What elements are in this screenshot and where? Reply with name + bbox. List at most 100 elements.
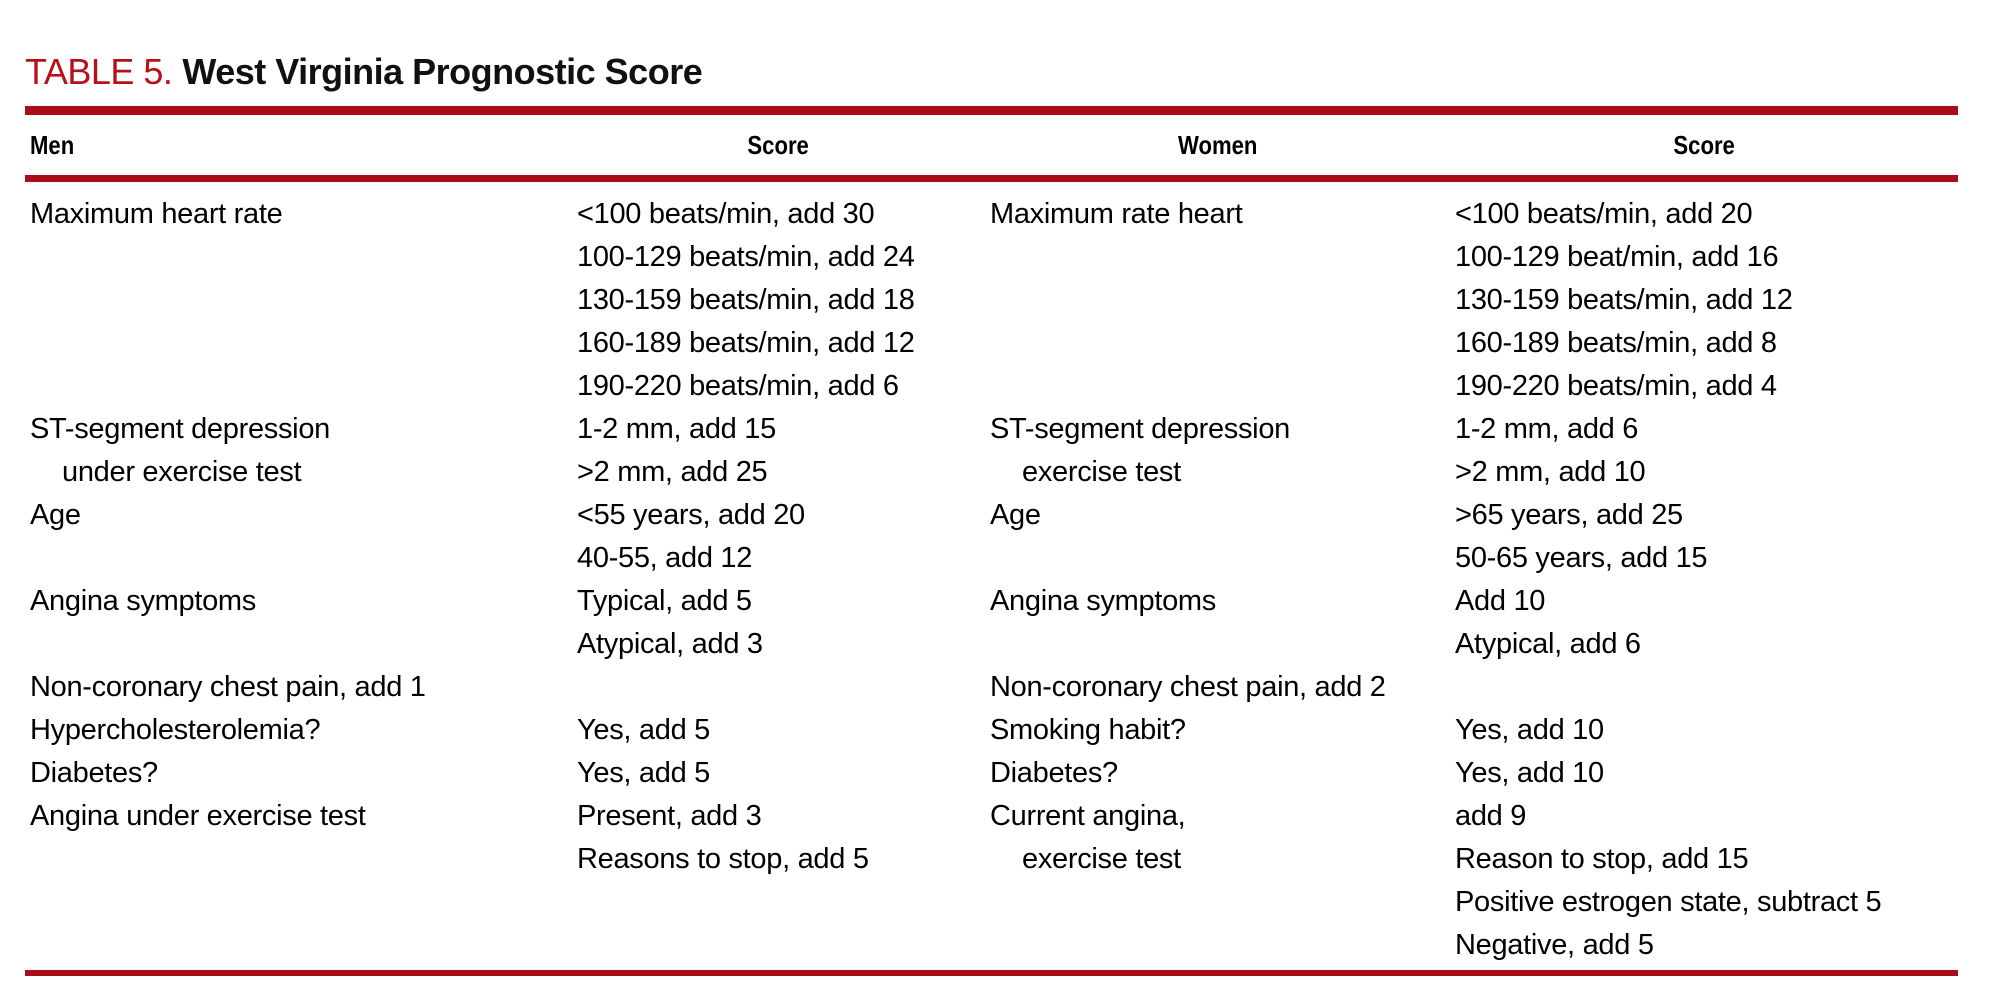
cell-men-score: Reasons to stop, add 5: [577, 843, 869, 875]
header-divider-rule: [25, 175, 1958, 182]
cell-men-score: Typical, add 5: [577, 585, 752, 617]
table-row: 160-189 beats/min, add 12 160-189 beats/…: [25, 322, 1958, 365]
cell-women-score: 100-129 beat/min, add 16: [1455, 241, 1779, 273]
cell-men-score: Yes, add 5: [577, 757, 710, 789]
cell-men-score: [572, 666, 985, 709]
cell-women-score: 160-189 beats/min, add 8: [1455, 327, 1777, 359]
cell-women-label: [985, 623, 1450, 666]
cell-women-score: 1-2 mm, add 6: [1455, 413, 1639, 445]
cell-men-label: Age: [30, 499, 81, 531]
cell-women-label: [985, 365, 1450, 408]
cell-women-score: 130-159 beats/min, add 12: [1455, 284, 1793, 316]
table-row: 130-159 beats/min, add 18 130-159 beats/…: [25, 279, 1958, 322]
cell-men-score: 190-220 beats/min, add 6: [577, 370, 899, 402]
cell-men-label: [25, 881, 572, 924]
table-row: Atypical, add 3 Atypical, add 6: [25, 623, 1958, 666]
cell-women-label: [985, 279, 1450, 322]
table-row: Age <55 years, add 20 Age >65 years, add…: [25, 494, 1958, 537]
cell-women-label: Diabetes?: [990, 757, 1118, 789]
table-row: under exercise test >2 mm, add 25 exerci…: [25, 451, 1958, 494]
cell-women-score: Atypical, add 6: [1455, 628, 1641, 660]
table-row: Positive estrogen state, subtract 5: [25, 881, 1958, 924]
cell-women-score: <100 beats/min, add 20: [1455, 198, 1753, 230]
table-number-label: TABLE 5.: [25, 51, 173, 92]
column-header-men: Men: [30, 129, 75, 160]
table-row: ST-segment depression 1-2 mm, add 15 ST-…: [25, 408, 1958, 451]
table-row: Non-coronary chest pain, add 1 Non-coron…: [25, 666, 1958, 709]
cell-women-score: >65 years, add 25: [1455, 499, 1683, 531]
table-row: Negative, add 5: [25, 924, 1958, 967]
cell-men-score: 1-2 mm, add 15: [577, 413, 776, 445]
cell-men-label: ST-segment depression: [30, 413, 330, 445]
cell-men-score: 130-159 beats/min, add 18: [577, 284, 915, 316]
column-header-women: Women: [1177, 129, 1258, 160]
column-header-women-score: Score: [1673, 129, 1735, 160]
table-row: Reasons to stop, add 5 exercise test Rea…: [25, 838, 1958, 881]
cell-men-label: [25, 322, 572, 365]
table-container: TABLE 5. West Virginia Prognostic Score M…: [25, 0, 1958, 976]
cell-women-label: Maximum rate heart: [990, 198, 1243, 230]
cell-women-label: [985, 881, 1450, 924]
cell-men-label: [25, 623, 572, 666]
table-body: Maximum heart rate <100 beats/min, add 3…: [25, 182, 1958, 967]
cell-men-score: 40-55, add 12: [577, 542, 753, 574]
cell-women-label: Current angina,: [990, 800, 1186, 832]
cell-men-score: <55 years, add 20: [577, 499, 805, 531]
cell-men-score: Present, add 3: [577, 800, 762, 832]
table-title-text: West Virginia Prognostic Score: [182, 51, 703, 92]
cell-women-label: Non-coronary chest pain, add 2: [990, 671, 1386, 703]
cell-women-score: Yes, add 10: [1455, 714, 1604, 746]
cell-men-score: Atypical, add 3: [577, 628, 763, 660]
cell-women-label: exercise test: [1022, 456, 1181, 488]
cell-women-score: Negative, add 5: [1455, 929, 1654, 961]
cell-men-label: [25, 365, 572, 408]
column-header-row: Men Score Women Score: [25, 115, 1958, 175]
cell-women-score: 50-65 years, add 15: [1455, 542, 1708, 574]
cell-women-score: Positive estrogen state, subtract 5: [1455, 886, 1882, 918]
cell-women-label: Angina symptoms: [990, 585, 1216, 617]
cell-women-score: Yes, add 10: [1455, 757, 1604, 789]
cell-men-label: Angina under exercise test: [30, 800, 366, 832]
cell-men-label: [25, 924, 572, 967]
cell-women-label: [985, 537, 1450, 580]
cell-men-label: Diabetes?: [30, 757, 158, 789]
bottom-rule: [25, 970, 1958, 976]
table-row: 190-220 beats/min, add 6 190-220 beats/m…: [25, 365, 1958, 408]
table-row: Angina under exercise test Present, add …: [25, 795, 1958, 838]
title-divider-rule: [25, 106, 1958, 115]
cell-men-label: [25, 279, 572, 322]
cell-men-label: Maximum heart rate: [30, 198, 283, 230]
cell-women-score: Add 10: [1455, 585, 1546, 617]
cell-men-label: [25, 236, 572, 279]
table-row: 40-55, add 12 50-65 years, add 15: [25, 537, 1958, 580]
cell-men-score: >2 mm, add 25: [577, 456, 768, 488]
table-row: Maximum heart rate <100 beats/min, add 3…: [25, 193, 1958, 236]
table-row: 100-129 beats/min, add 24 100-129 beat/m…: [25, 236, 1958, 279]
table-title: TABLE 5. West Virginia Prognostic Score: [25, 50, 1958, 94]
cell-men-score: Yes, add 5: [577, 714, 710, 746]
cell-men-label: [25, 537, 572, 580]
cell-women-label: ST-segment depression: [990, 413, 1290, 445]
cell-women-label: Smoking habit?: [990, 714, 1186, 746]
column-header-men-score: Score: [747, 129, 810, 160]
cell-women-label: exercise test: [1022, 843, 1181, 875]
cell-women-label: [985, 322, 1450, 365]
table-row: Hypercholesterolemia? Yes, add 5 Smoking…: [25, 709, 1958, 752]
cell-men-label: Angina symptoms: [30, 585, 256, 617]
cell-men-label: Hypercholesterolemia?: [30, 714, 321, 746]
cell-men-label: Non-coronary chest pain, add 1: [30, 671, 426, 703]
cell-men-score: <100 beats/min, add 30: [577, 198, 875, 230]
table-row: Diabetes? Yes, add 5 Diabetes? Yes, add …: [25, 752, 1958, 795]
cell-women-score: >2 mm, add 10: [1455, 456, 1646, 488]
cell-women-score: [1450, 666, 1958, 709]
cell-men-label: under exercise test: [62, 456, 302, 488]
cell-men-score: 100-129 beats/min, add 24: [577, 241, 915, 273]
cell-women-score: 190-220 beats/min, add 4: [1455, 370, 1777, 402]
cell-women-label: [985, 236, 1450, 279]
cell-men-score: 160-189 beats/min, add 12: [577, 327, 915, 359]
cell-men-score: [572, 881, 985, 924]
cell-women-score: Reason to stop, add 15: [1455, 843, 1749, 875]
cell-women-score: add 9: [1455, 800, 1527, 832]
cell-men-score: [572, 924, 985, 967]
cell-women-label: [985, 924, 1450, 967]
